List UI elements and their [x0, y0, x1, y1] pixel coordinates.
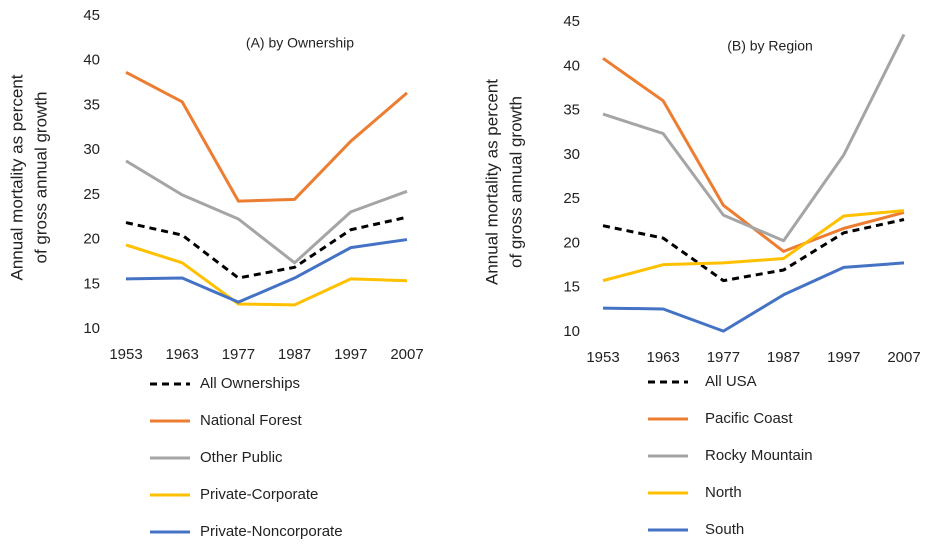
series-line: [125, 238, 408, 304]
y-axis-label: of gross annual growth: [506, 96, 525, 268]
y-tick-label: 10: [563, 323, 580, 340]
x-tick-label: 1997: [334, 346, 367, 363]
y-tick-label: 20: [563, 234, 580, 251]
series-line: [602, 261, 905, 333]
y-axis-label: of gross annual growth: [31, 92, 50, 264]
x-tick-label: 1963: [647, 349, 680, 366]
x-tick-label: 1997: [827, 349, 860, 366]
y-tick-label: 15: [563, 279, 580, 296]
series-line: [602, 33, 906, 243]
legend-label: National Forest: [200, 412, 303, 429]
legend-label: All USA: [705, 373, 757, 390]
legend-label: Private-Corporate: [200, 486, 318, 503]
y-tick-label: 25: [83, 186, 100, 203]
legend-label: North: [705, 484, 742, 501]
x-tick-label: 1963: [166, 346, 199, 363]
x-tick-label: 1987: [767, 349, 800, 366]
y-axis-label: Annual mortality as percent: [482, 79, 501, 285]
series-line: [602, 209, 905, 283]
legend-label: Rocky Mountain: [705, 447, 813, 464]
x-tick-label: 1977: [707, 349, 740, 366]
legend-label: Other Public: [200, 449, 283, 466]
y-axis-label: Annual mortality as percent: [7, 74, 26, 280]
y-tick-label: 45: [83, 7, 100, 24]
series-line: [602, 57, 905, 253]
x-tick-label: 1987: [278, 346, 311, 363]
y-tick-label: 35: [83, 96, 100, 113]
series-line: [125, 159, 408, 265]
series-line: [125, 243, 408, 307]
chart-title: (A) by Ownership: [246, 35, 354, 51]
y-tick-label: 15: [83, 275, 100, 292]
legend-label: South: [705, 521, 744, 538]
y-tick-label: 25: [563, 190, 580, 207]
y-tick-label: 30: [83, 141, 100, 158]
legend-label: Private-Noncorporate: [200, 523, 343, 540]
x-tick-label: 2007: [887, 349, 920, 366]
legend-label: All Ownerships: [200, 375, 300, 392]
y-tick-label: 40: [83, 52, 100, 69]
y-tick-label: 45: [563, 13, 580, 30]
y-tick-label: 20: [83, 231, 100, 248]
y-tick-label: 30: [563, 146, 580, 163]
x-tick-label: 1953: [586, 349, 619, 366]
series-line: [125, 71, 408, 203]
x-tick-label: 1953: [109, 346, 142, 363]
y-tick-label: 10: [83, 320, 100, 337]
x-tick-label: 1977: [222, 346, 255, 363]
series-line: [602, 218, 905, 283]
legend-label: Pacific Coast: [705, 410, 793, 427]
series-line: [125, 215, 408, 280]
x-tick-label: 2007: [390, 346, 423, 363]
chart-title: (B) by Region: [727, 38, 813, 54]
y-tick-label: 35: [563, 102, 580, 119]
y-tick-label: 40: [563, 57, 580, 74]
